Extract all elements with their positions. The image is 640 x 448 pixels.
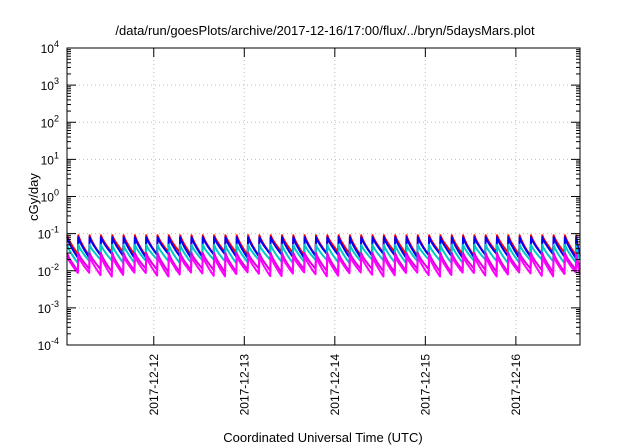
series-line-2: [66, 243, 581, 265]
series-line-3: [66, 252, 581, 274]
x-tick-label: 2017-12-15: [418, 354, 432, 416]
y-tick-label: 10-1: [38, 225, 59, 242]
y-tick-label: 104: [41, 39, 59, 56]
tick-layer: 10-4 10-3 10-2 10-1 100 101 102 103 104 2017-12-1…: [38, 39, 580, 415]
series-layer: [66, 234, 581, 278]
y-axis-label: cGy/day: [26, 173, 41, 221]
y-tick-label: 103: [41, 76, 59, 93]
x-tick-label: 2017-12-16: [509, 354, 523, 416]
y-tick-label: 100: [41, 188, 59, 205]
y-tick-label: 102: [41, 113, 59, 130]
x-tick-label: 2017-12-12: [147, 354, 161, 416]
x-tick-label: 2017-12-14: [328, 354, 342, 416]
y-tick-label: 101: [41, 150, 59, 167]
chart-title: /data/run/goesPlots/archive/2017-12-16/1…: [115, 23, 535, 38]
x-axis-label: Coordinated Universal Time (UTC): [223, 430, 422, 445]
y-tick-label: 10-4: [38, 336, 59, 353]
x-tick-label: 2017-12-13: [237, 354, 251, 416]
y-tick-label: 10-2: [38, 262, 59, 279]
y-tick-label: 10-3: [38, 299, 59, 316]
series-line-1: [66, 236, 581, 259]
series-line-4: [66, 255, 581, 278]
